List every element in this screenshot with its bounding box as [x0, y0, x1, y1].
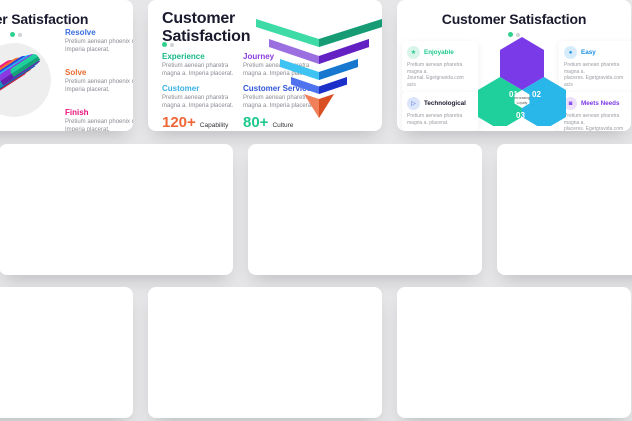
svg-text:Loyalty: Loyalty	[517, 101, 528, 105]
svg-text:03: 03	[516, 111, 525, 120]
svg-text:Increasing: Increasing	[514, 96, 530, 100]
svg-text:02: 02	[532, 90, 541, 99]
